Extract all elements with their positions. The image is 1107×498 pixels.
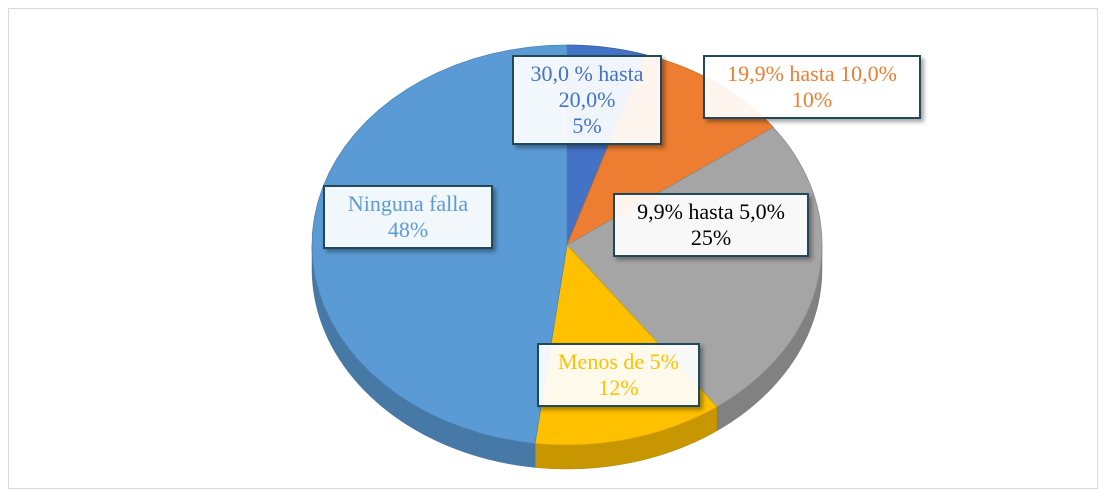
label-category: 19,9% hasta 10,0% (727, 61, 897, 86)
label-value: 10% (791, 87, 833, 112)
label-category: 9,9% hasta 5,0% (637, 199, 785, 224)
data-label: Menos de 5% 12% (537, 343, 700, 407)
label-value: 48% (387, 217, 429, 242)
label-value: 25% (690, 225, 732, 250)
chart-frame (8, 8, 1098, 489)
label-category: Menos de 5% (558, 349, 679, 374)
data-label: 30,0 % hasta 20,0% 5% (512, 55, 662, 145)
data-label: 9,9% hasta 5,0% 25% (613, 193, 809, 257)
data-label: 19,9% hasta 10,0% 10% (703, 55, 921, 119)
label-value: 5% (572, 113, 602, 138)
label-category: Ninguna falla (347, 191, 469, 216)
data-label: Ninguna falla 48% (323, 185, 493, 249)
label-value: 12% (598, 375, 639, 400)
label-category: 30,0 % hasta 20,0% (530, 61, 644, 112)
